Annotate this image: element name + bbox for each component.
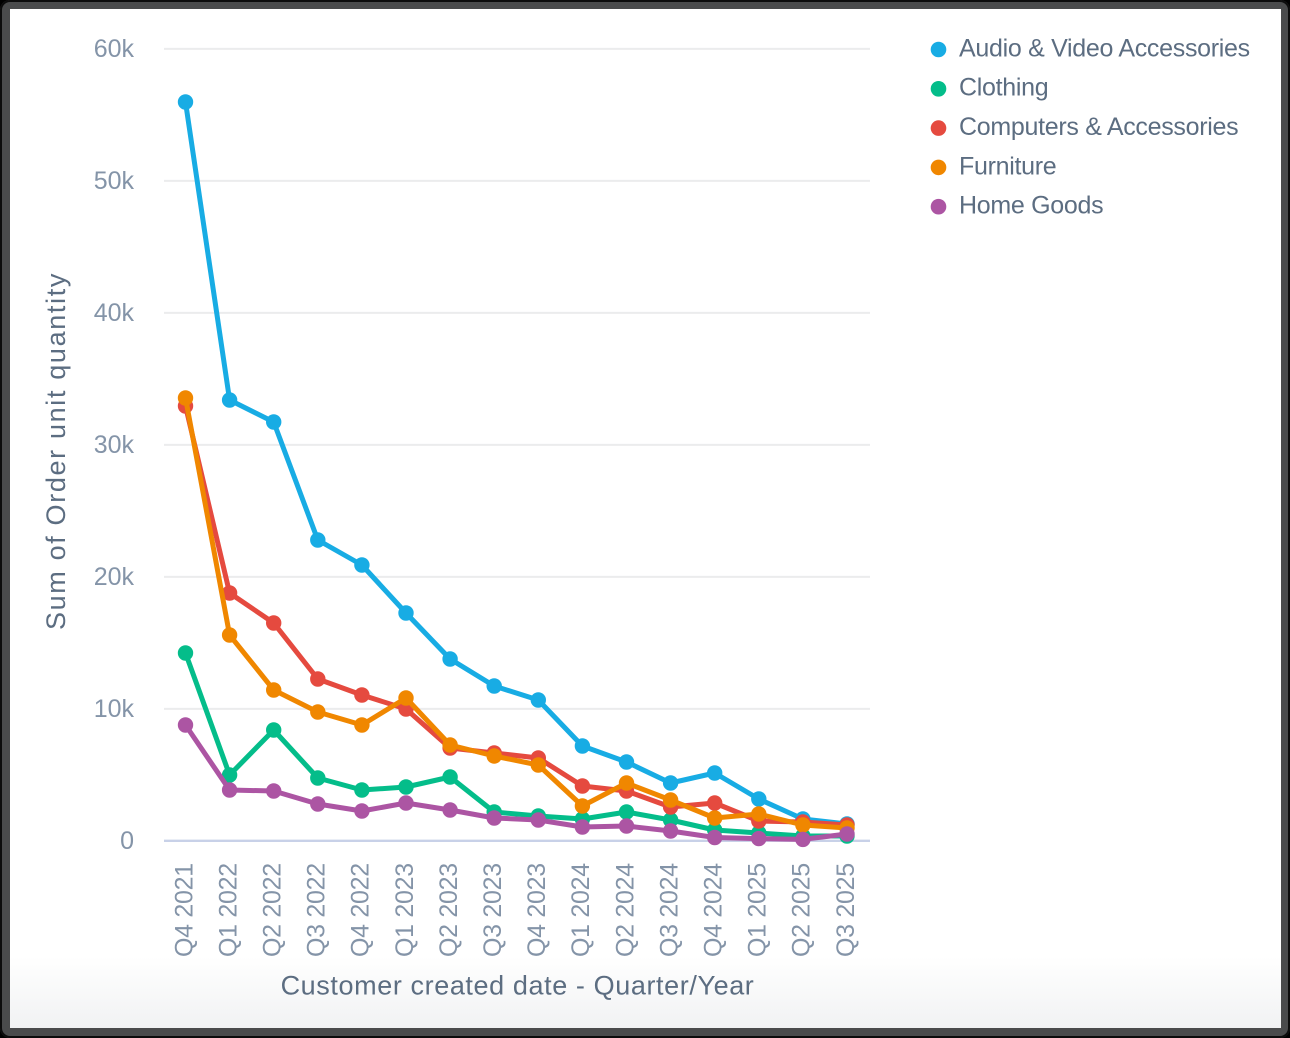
svg-text:60k: 60k [94,35,135,63]
svg-text:Q4 2024: Q4 2024 [699,863,727,957]
svg-text:Customer created date - Quarte: Customer created date - Quarter/Year [281,970,755,1000]
svg-text:Sum of Order unit quantity: Sum of Order unit quantity [41,272,71,630]
svg-text:Q1 2022: Q1 2022 [214,863,242,957]
svg-text:20k: 20k [94,563,135,591]
svg-text:Q3 2025: Q3 2025 [832,863,860,957]
svg-text:30k: 30k [94,431,135,459]
svg-text:Home Goods: Home Goods [959,192,1103,220]
svg-text:10k: 10k [94,695,135,723]
svg-text:0: 0 [120,827,134,855]
svg-text:Furniture: Furniture [959,152,1056,180]
svg-text:Q2 2025: Q2 2025 [788,863,816,957]
svg-text:50k: 50k [94,167,135,195]
svg-text:Q3 2022: Q3 2022 [303,863,331,957]
svg-text:Clothing: Clothing [959,74,1048,102]
svg-text:Q1 2024: Q1 2024 [567,863,595,957]
svg-text:Q2 2024: Q2 2024 [611,863,639,957]
svg-text:Q3 2023: Q3 2023 [479,863,507,957]
svg-text:Q2 2022: Q2 2022 [258,863,286,957]
svg-text:40k: 40k [94,299,135,327]
svg-text:Q1 2023: Q1 2023 [391,863,419,957]
svg-text:Q4 2023: Q4 2023 [523,863,551,957]
svg-text:Q4 2021: Q4 2021 [170,863,198,957]
svg-text:Q2 2023: Q2 2023 [435,863,463,957]
svg-text:Audio & Video Accessories: Audio & Video Accessories [959,34,1250,62]
svg-text:Computers & Accessories: Computers & Accessories [959,113,1238,141]
svg-text:Q3 2024: Q3 2024 [655,863,683,957]
svg-text:Q1 2025: Q1 2025 [744,863,772,957]
svg-text:Q4 2022: Q4 2022 [347,863,375,957]
